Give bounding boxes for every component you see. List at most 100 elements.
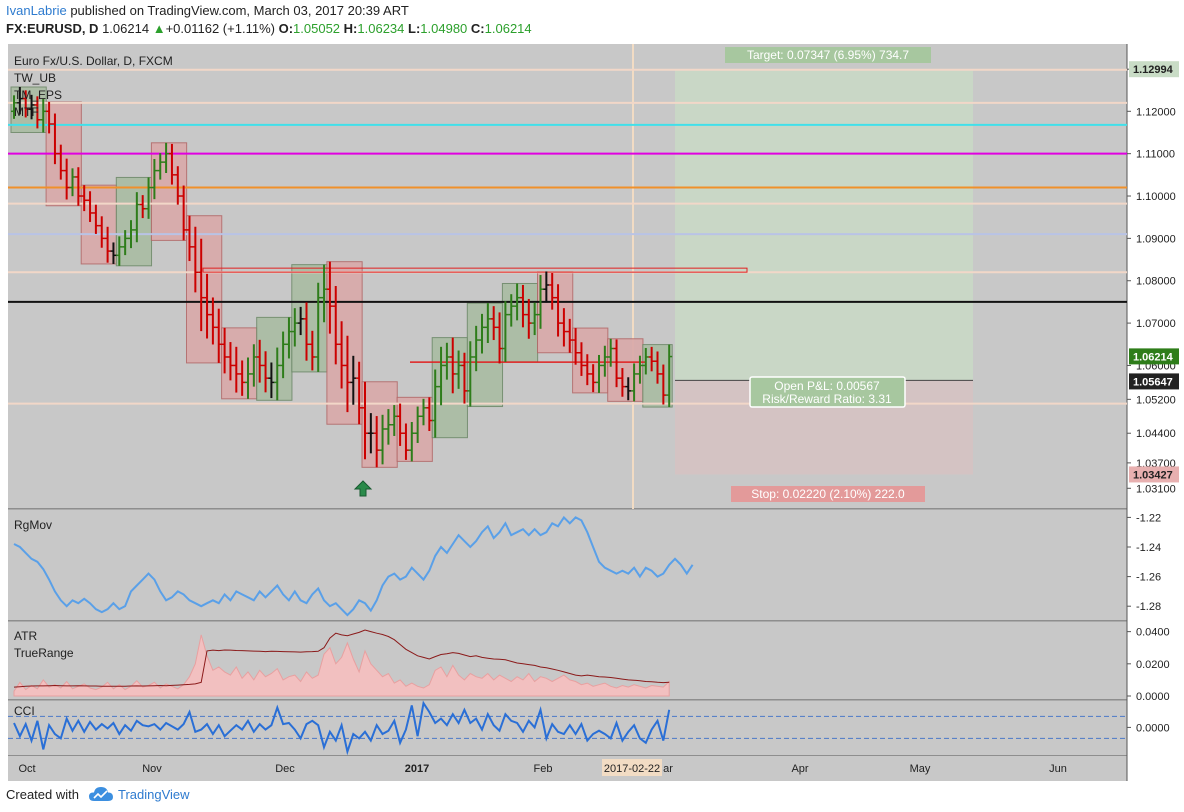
chart-canvas[interactable]: 1.12994 1.12000 1.11000 1.10000 1.09000 1.080… <box>0 44 1184 781</box>
candle-box-30 <box>186 215 223 364</box>
ohlc-bar-17 <box>110 242 117 264</box>
ohlc-bar-1 <box>16 86 23 115</box>
target-label: Target: 0.07347 (6.95%) 734.7 <box>725 47 931 63</box>
ohlc-bar-42 <box>256 339 263 383</box>
ohlc-bar-41 <box>250 344 257 387</box>
ohlc-bar-86 <box>514 283 521 321</box>
x-label-6: ar <box>663 763 673 775</box>
open-label: O: <box>278 21 294 36</box>
ohlc-bar-83 <box>496 312 503 364</box>
ohlc-bar-13 <box>87 191 94 222</box>
ohlc-bar-81 <box>484 303 491 344</box>
ohlc-bar-77 <box>461 352 468 404</box>
ohlc-bar-7 <box>51 113 58 165</box>
ohlc-bar-98 <box>584 354 591 386</box>
ohlc-bar-85 <box>508 294 515 327</box>
stop-label: Stop: 0.02220 (2.10%) 222.0 <box>731 486 925 502</box>
axes: 1.12994 1.12000 1.11000 1.10000 1.09000 1.080… <box>18 61 1179 776</box>
ohlc-bar-64 <box>385 409 392 445</box>
ohlc-bar-109 <box>648 346 655 372</box>
x-label-1: Nov <box>142 763 162 775</box>
ohlc-bar-15 <box>98 216 105 248</box>
ohlc-bar-71 <box>426 397 433 432</box>
change-value: +0.01162 (+1.11%) <box>165 21 275 36</box>
change-up-icon: ▲ <box>152 21 166 36</box>
rgmov-tick-2: -1.26 <box>1136 572 1161 584</box>
y-tick-label-3: 1.10000 <box>1136 191 1176 203</box>
close-label: C: <box>470 21 485 36</box>
ohlc-bar-57 <box>344 335 351 413</box>
ohlc-bar-33 <box>204 273 211 339</box>
ohlc-bar-110 <box>654 351 661 384</box>
candle-box-36 <box>221 327 258 400</box>
ohlc-bar-97 <box>578 342 585 376</box>
created-with-label: Created with <box>6 787 79 802</box>
buy-arrow-icon <box>353 480 373 497</box>
publish-header: IvanLabrie published on TradingView.com,… <box>0 0 1184 44</box>
x-label-4: Feb <box>534 763 553 775</box>
ohlc-bar-72 <box>432 369 439 438</box>
rr-text: Risk/Reward Ratio: 3.31 <box>762 392 892 406</box>
low-label: L: <box>408 21 421 36</box>
ohlc-bar-3 <box>28 94 35 120</box>
ohlc-bar-31 <box>192 226 199 293</box>
price-value: 1.06214 <box>102 21 150 36</box>
ohlc-bar-73 <box>438 346 445 406</box>
x-label-2: Dec <box>275 763 295 775</box>
candle-box-18 <box>115 176 153 267</box>
tradingview-brand-link[interactable]: TradingView <box>118 787 190 802</box>
stop-price-badge-bg <box>1129 466 1179 483</box>
candle-box-78 <box>466 302 504 408</box>
rgmov-line <box>13 515 694 617</box>
candle-box-90 <box>537 271 574 354</box>
atr-label: ATR <box>14 629 37 643</box>
stop-price-badge: 1.03427 <box>1129 466 1179 483</box>
candle-box-66 <box>396 396 433 462</box>
ohlc-bar-20 <box>128 220 134 249</box>
ohlc-bar-14 <box>92 204 99 234</box>
ohlc-bar-52 <box>315 282 322 372</box>
ohlc-bar-103 <box>613 339 620 388</box>
rgmov-tick-1: -1.24 <box>1136 542 1161 554</box>
ohlc-bar-107 <box>636 355 643 384</box>
rgmov-tick-0: -1.22 <box>1136 512 1161 524</box>
ohlc-bar-19 <box>122 230 129 256</box>
ohlc-bar-101 <box>601 345 608 377</box>
atr-tick-2: 0.0000 <box>1136 691 1170 703</box>
ohlc-bar-45 <box>274 347 281 401</box>
author-link[interactable]: IvanLabrie <box>6 3 67 18</box>
ohlc-bar-61 <box>367 413 374 454</box>
ohlc-bar-25 <box>157 153 164 180</box>
ohlc-bar-92 <box>549 273 556 310</box>
footer: Created with TradingView <box>0 783 1184 812</box>
target-label-bg <box>725 47 931 63</box>
entry-price-badge: 1.05647 <box>1129 373 1179 390</box>
ohlc-bar-68 <box>408 422 415 462</box>
ohlc-bar-88 <box>525 298 532 339</box>
indicator-lines <box>8 515 1127 756</box>
ohlc-bar-70 <box>420 398 427 426</box>
ohlc-bar-36 <box>221 327 228 374</box>
ohlc-bar-10 <box>69 168 76 197</box>
ohlc-bar-26 <box>163 142 170 173</box>
ohlc-bar-18 <box>116 236 123 266</box>
ohlc-bar-37 <box>227 342 234 381</box>
ohlc-bar-69 <box>414 406 421 443</box>
atr-tick-0: 0.0400 <box>1136 627 1170 639</box>
ohlc-bar-50 <box>303 302 310 361</box>
rgmov-tick-3: -1.28 <box>1136 601 1161 613</box>
atr-line <box>13 629 670 688</box>
ohlc-bar-53 <box>321 264 328 323</box>
target-zone <box>675 69 973 381</box>
truerange-label: TrueRange <box>14 646 74 660</box>
ohlc-bar-59 <box>356 361 363 425</box>
true-range-area <box>13 634 670 697</box>
ohlc-bar-102 <box>607 338 614 367</box>
last-price-badge: 1.06214 <box>1129 348 1179 365</box>
stop-label-bg <box>731 486 925 502</box>
high-label: H: <box>343 21 358 36</box>
quote-line: FX:EURUSD, D 1.06214 ▲+0.01162 (+1.11%) … <box>6 21 532 36</box>
ohlc-bar-34 <box>209 297 216 345</box>
ohlc-bar-2 <box>22 90 29 118</box>
ohlc-bar-78 <box>467 341 474 407</box>
